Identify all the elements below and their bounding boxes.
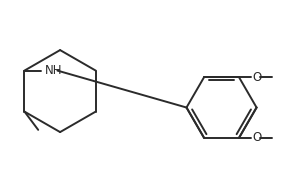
Text: NH: NH xyxy=(45,64,63,77)
Text: O: O xyxy=(253,71,262,84)
Text: O: O xyxy=(253,131,262,144)
